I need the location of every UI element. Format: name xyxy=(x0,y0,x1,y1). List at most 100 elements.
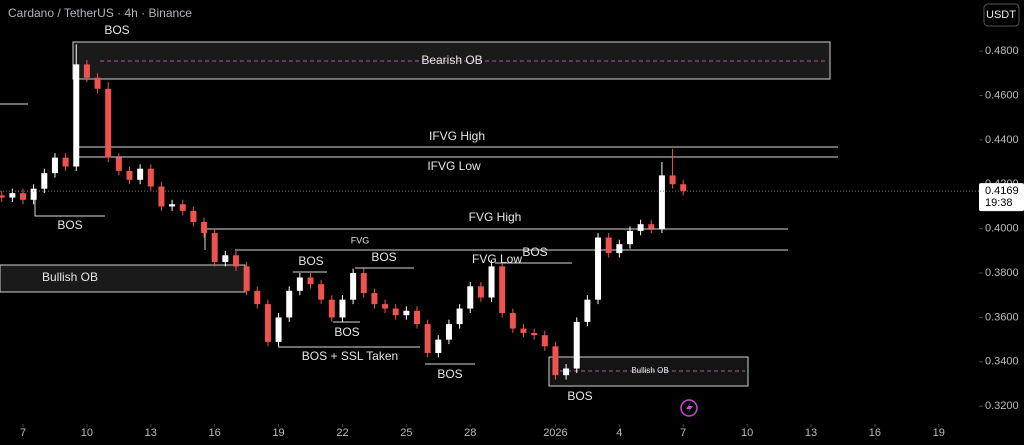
candle-body xyxy=(126,170,133,180)
candle-body xyxy=(190,210,197,222)
annotation-label: BOS xyxy=(371,250,396,264)
price-axis-bg xyxy=(979,0,1024,445)
annotation-label: BOS xyxy=(57,218,82,232)
candle-body xyxy=(605,237,612,254)
annotation-labels: BOS Bearish OB IFVG High IFVG Low BOS FV… xyxy=(42,23,669,403)
x-tick-label: 4 xyxy=(616,427,622,439)
candle-body xyxy=(509,313,516,329)
alert-icon-bolt xyxy=(686,402,693,414)
bos-line xyxy=(34,190,105,217)
candle-body xyxy=(307,277,314,285)
candle-body xyxy=(350,273,357,300)
candle-body xyxy=(296,277,303,291)
candle-body xyxy=(382,304,389,309)
bos-lines xyxy=(278,267,600,387)
candle-body xyxy=(211,233,218,262)
candle-body xyxy=(445,324,452,340)
candle-body xyxy=(222,255,229,262)
candle-body xyxy=(286,290,293,318)
currency-button[interactable] xyxy=(983,3,1020,27)
annotation-label: BOS xyxy=(437,367,462,381)
candle-body xyxy=(115,157,122,171)
candle-body xyxy=(105,88,112,158)
y-tick-label: 0.4400 xyxy=(985,134,1019,146)
x-tick-label: 2026 xyxy=(543,427,567,439)
candle-body xyxy=(424,324,431,353)
annotation-label: FVG Low xyxy=(472,252,522,266)
y-tick-label: 0.4000 xyxy=(985,223,1019,235)
candle-body xyxy=(94,77,101,89)
annotation-label: FVG High xyxy=(469,210,522,224)
candle-body xyxy=(403,310,410,316)
candle-body xyxy=(339,299,346,318)
candle-body xyxy=(520,328,527,333)
candle-body xyxy=(595,237,602,300)
candle-body xyxy=(669,175,676,185)
axes: 0.32000.34000.36000.38000.40000.42000.44… xyxy=(0,45,1024,439)
annotation-label: Bullish OB xyxy=(631,366,668,375)
annotation-label: BOS xyxy=(104,23,129,37)
candle-body xyxy=(626,230,633,245)
x-tick-label: 7 xyxy=(20,427,26,439)
candle-body xyxy=(41,173,48,189)
x-tick-label: 19 xyxy=(933,427,945,439)
candle-body xyxy=(414,310,421,325)
fvg-lines xyxy=(204,228,788,251)
y-tick-label: 0.4800 xyxy=(985,45,1019,57)
annotation-label: IFVG High xyxy=(429,129,485,143)
candle-body xyxy=(254,290,261,305)
x-tick-label: 7 xyxy=(680,427,686,439)
x-tick-label: 19 xyxy=(272,427,284,439)
candle-body xyxy=(467,286,474,309)
candle-body xyxy=(477,286,484,298)
annotation-label: BOS xyxy=(522,245,547,259)
candle-body xyxy=(137,168,144,180)
x-tick-label: 16 xyxy=(209,427,221,439)
x-tick-label: 16 xyxy=(869,427,881,439)
x-tick-label: 13 xyxy=(805,427,817,439)
candle-body xyxy=(456,308,463,325)
alert-icon[interactable] xyxy=(680,399,698,417)
candle-body xyxy=(360,273,367,294)
annotation-shapes xyxy=(0,41,838,387)
candle-body xyxy=(20,193,27,200)
candle-body xyxy=(30,188,37,200)
candle-body xyxy=(392,308,399,316)
candle-body xyxy=(62,157,69,167)
annotation-label: BOS + SSL Taken xyxy=(302,349,398,363)
y-tick-label: 0.3800 xyxy=(985,267,1019,279)
candle-body xyxy=(616,244,623,254)
annotation-label: Bearish OB xyxy=(421,53,482,67)
x-tick-label: 10 xyxy=(741,427,753,439)
candle-body xyxy=(73,64,80,167)
bullish-ob-box xyxy=(0,264,246,293)
y-tick-label: 0.3200 xyxy=(985,400,1019,412)
candle-body xyxy=(328,299,335,318)
annotation-label: BOS xyxy=(567,389,592,403)
candle-body xyxy=(435,339,442,353)
annotation-label: IFVG Low xyxy=(427,159,481,173)
candle-body xyxy=(573,321,580,369)
annotation-label: Bullish OB xyxy=(42,270,98,284)
candle-body xyxy=(648,224,655,229)
candle-body xyxy=(264,304,271,342)
candle-body xyxy=(371,293,378,305)
candle-body xyxy=(541,335,548,347)
candle-body xyxy=(318,284,325,300)
candle-body xyxy=(552,346,559,376)
countdown-label: 19:38 xyxy=(985,197,1013,209)
candle-body xyxy=(499,266,506,314)
candle-body xyxy=(488,266,495,298)
x-tick-label: 22 xyxy=(336,427,348,439)
candle-body xyxy=(275,317,282,342)
candle-body xyxy=(680,184,687,191)
candles xyxy=(0,44,687,380)
annotation-label: BOS xyxy=(334,325,359,339)
last-price-tag xyxy=(979,183,1024,212)
y-tick-label: 0.3400 xyxy=(985,356,1019,368)
candle-body xyxy=(0,195,5,198)
x-tick-label: 13 xyxy=(145,427,157,439)
candle-body xyxy=(169,204,176,207)
